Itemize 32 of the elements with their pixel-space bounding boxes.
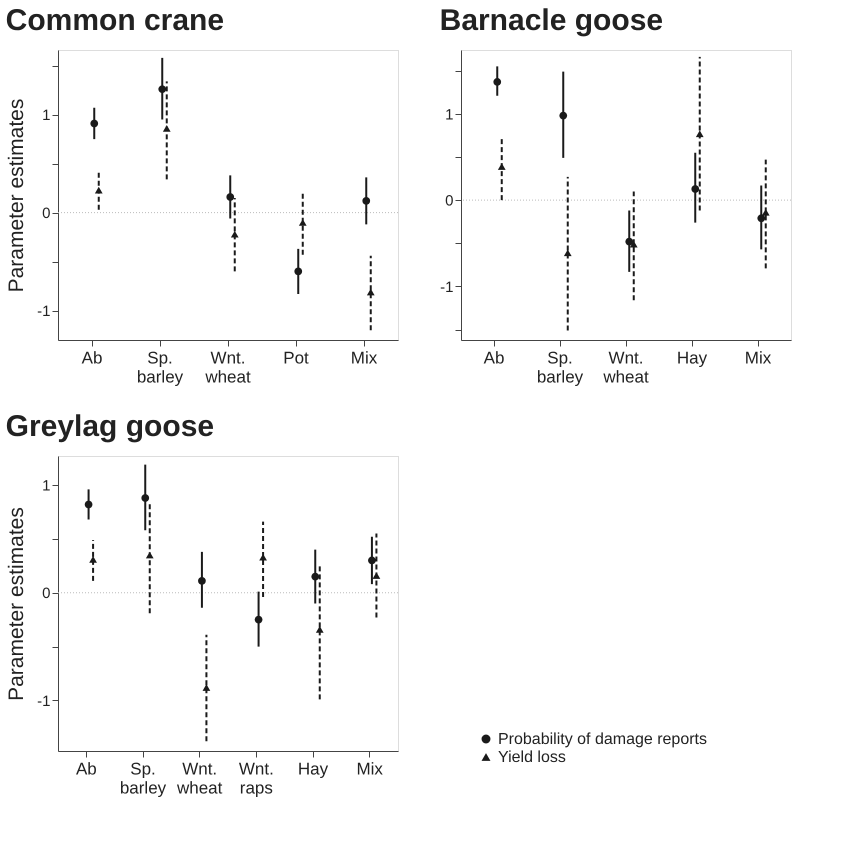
chart-title: Barnacle goose (440, 4, 664, 37)
y-tick-label: -1 (37, 692, 50, 710)
y-tick-label: 1 (42, 107, 50, 124)
x-tick-label: Sp. barley (120, 760, 167, 798)
y-tick-label: 0 (42, 205, 50, 222)
chart-title: Greylag goose (6, 410, 214, 443)
x-tick-label: Sp. barley (536, 348, 584, 386)
y-tick-label: 0 (42, 585, 50, 602)
y-tick-label: -1 (440, 278, 454, 296)
x-tick-label: Wnt. raps (238, 760, 274, 798)
x-tick-label: Wnt. wheat (176, 760, 223, 798)
x-tick-label: Ab (82, 348, 102, 368)
y-tick-label: 1 (42, 478, 50, 495)
x-tick-label: Hay (298, 760, 329, 778)
x-tick-label: Hay (676, 348, 708, 368)
x-tick-label: Ab (484, 348, 504, 368)
x-tick-label: Mix (350, 348, 378, 368)
y-tick-label: -1 (37, 303, 50, 320)
x-tick-label: Pot (283, 348, 310, 368)
legend-label: Probability of damage reports (498, 731, 707, 748)
chart-title: Common crane (6, 4, 224, 37)
y-axis-title: Parameter estimates (5, 507, 28, 701)
legend-label: Yield loss (498, 749, 566, 766)
y-tick-label: 0 (445, 192, 454, 210)
y-axis-title: Parameter estimates (5, 98, 28, 292)
x-tick-label: Mix (356, 760, 384, 778)
x-tick-label: Wnt. wheat (602, 348, 649, 386)
y-tick-label: 1 (445, 106, 454, 124)
x-tick-label: Wnt. wheat (204, 348, 251, 386)
x-tick-label: Ab (76, 760, 97, 778)
x-tick-label: Sp. barley (136, 348, 184, 386)
x-tick-label: Mix (744, 348, 772, 368)
